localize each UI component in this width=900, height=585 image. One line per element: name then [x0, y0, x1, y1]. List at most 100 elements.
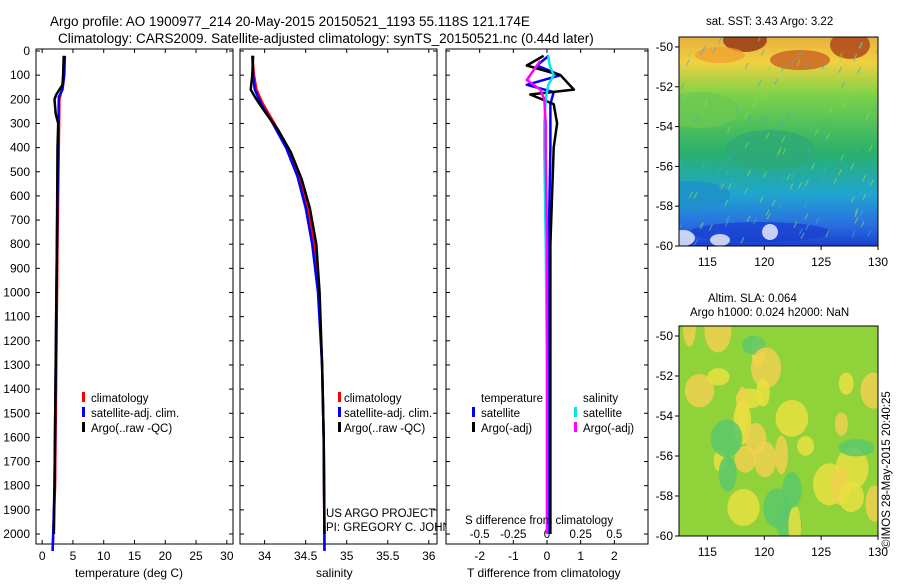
- sst-streak: [800, 232, 805, 239]
- sst-streak: [814, 128, 819, 136]
- sst-patch: [830, 37, 870, 59]
- sla-patch: [707, 368, 730, 386]
- x-tick-label: 34: [258, 549, 272, 563]
- sst-streak: [679, 159, 683, 167]
- sst-streak: [867, 177, 871, 184]
- lat-tick-label: -54: [656, 120, 674, 134]
- sst-streak: [866, 131, 871, 138]
- sst-streak: [779, 118, 784, 126]
- top-tick-label: -0.25: [500, 529, 526, 541]
- sst-map: sat. SST: 3.43 Argo: 3.22 -50-52-54-56-5…: [656, 16, 889, 269]
- sst-streak: [867, 230, 872, 237]
- sst-streak: [819, 176, 824, 184]
- sst-streak: [842, 101, 847, 108]
- legend-label-t-satellite: satellite: [481, 408, 520, 420]
- sst-map-frame: [678, 36, 879, 247]
- sst-streak: [805, 223, 810, 230]
- sst-streak: [744, 112, 749, 120]
- legend-label-satellite: satellite-adj. clim.: [344, 408, 432, 420]
- y-tick-label: 700: [10, 213, 30, 227]
- sla-map-title-2: Argo h1000: 0.024 h2000: NaN: [690, 307, 849, 319]
- y-tick-label: 200: [10, 92, 30, 106]
- sst-streak: [850, 196, 855, 203]
- sst-streak: [771, 199, 776, 207]
- sst-patch: [710, 234, 730, 246]
- legend-swatch-argo: [338, 422, 341, 432]
- x-tick-label: -1: [508, 549, 519, 563]
- lon-tick-label: 120: [754, 545, 774, 559]
- sst-streak: [854, 216, 859, 224]
- sst-streak: [840, 154, 845, 161]
- imos-stamp: ©IMOS 28-May-2015 20:40:25: [881, 391, 893, 548]
- sst-streak: [726, 126, 731, 133]
- y-tick-label: 1200: [3, 334, 30, 348]
- sla-patch: [734, 445, 757, 473]
- sla-patch: [684, 373, 715, 408]
- sst-streak: [718, 181, 723, 189]
- sst-streak: [860, 220, 865, 228]
- sst-streak: [719, 80, 724, 87]
- x-tick-label: 0: [544, 549, 551, 563]
- sst-patch: [679, 181, 730, 209]
- sst-streak: [793, 221, 798, 228]
- sst-streak: [693, 192, 698, 199]
- lat-tick-label: -58: [656, 489, 674, 503]
- series-line-t-argo-adj-: [525, 54, 576, 534]
- lon-tick-label: 130: [868, 255, 888, 269]
- x-tick-label: -2: [474, 549, 485, 563]
- sst-streak: [797, 51, 802, 59]
- sst-streak: [821, 63, 826, 70]
- sst-streak: [679, 223, 683, 230]
- sla-lat-axis: -50 -52 -54 -56 -58 -60: [656, 329, 679, 543]
- sst-streak: [833, 177, 838, 185]
- sla-patch: [782, 472, 802, 508]
- sst-texture: [679, 37, 878, 246]
- lon-tick-label: 130: [868, 545, 888, 559]
- y-tick-label: 1400: [3, 382, 30, 396]
- salinity-axes-frame: [239, 48, 438, 545]
- depth-axis: 0 100 200 300 400 500 600 700 800 900 1000 1100 1200…: [3, 44, 233, 541]
- sst-patch: [695, 47, 745, 63]
- sst-streak: [700, 222, 705, 230]
- sst-streak: [823, 165, 828, 173]
- series-line-argo: [52, 55, 65, 535]
- temperature-series: [51, 55, 67, 551]
- sst-streak: [786, 173, 791, 181]
- y-tick-label: 1600: [3, 430, 30, 444]
- sst-streak: [765, 132, 770, 140]
- sst-streak: [760, 49, 765, 57]
- sla-patch: [838, 481, 864, 513]
- x-tick-label: 1: [577, 549, 584, 563]
- lat-tick-label: -52: [656, 80, 674, 94]
- sst-streak: [701, 161, 706, 169]
- sst-streak: [774, 78, 779, 85]
- sst-streak: [782, 148, 787, 155]
- temperature-xlabel: temperature (deg C): [75, 566, 183, 580]
- sst-streak: [838, 66, 843, 74]
- s-difference-label: S difference from climatology: [465, 515, 613, 527]
- top-tick-label: 0.25: [569, 529, 591, 541]
- sla-patch: [753, 441, 777, 478]
- y-tick-label: 400: [10, 141, 30, 155]
- x-tick-label: 25: [189, 549, 203, 563]
- title-line-1: Argo profile: AO 1900977_214 20-May-2015…: [50, 14, 530, 29]
- x-tick-label: 5: [70, 549, 77, 563]
- difference-panel: -2 -1 0 1 2 -0.5 -0.25 0 0.25 0.5 S difference f…: [445, 48, 649, 580]
- sst-streak: [851, 230, 856, 238]
- sst-streak: [724, 220, 729, 227]
- temperature-x-axis: 0 5 10 15 20 25 30: [39, 49, 234, 563]
- sst-streak: [807, 147, 812, 154]
- sst-patch: [725, 130, 815, 170]
- sst-streak: [786, 111, 791, 119]
- sst-streak: [804, 60, 809, 68]
- sst-streak: [810, 163, 815, 170]
- sst-streak: [752, 100, 757, 108]
- legend-swatch-satellite: [338, 407, 341, 417]
- sst-streak: [789, 60, 794, 67]
- sst-streak: [777, 149, 781, 156]
- sst-streak: [720, 183, 725, 190]
- sst-streak: [767, 65, 772, 72]
- t-difference-x-axis: -2 -1 0 1 2: [474, 49, 618, 563]
- difference-series: [525, 54, 576, 534]
